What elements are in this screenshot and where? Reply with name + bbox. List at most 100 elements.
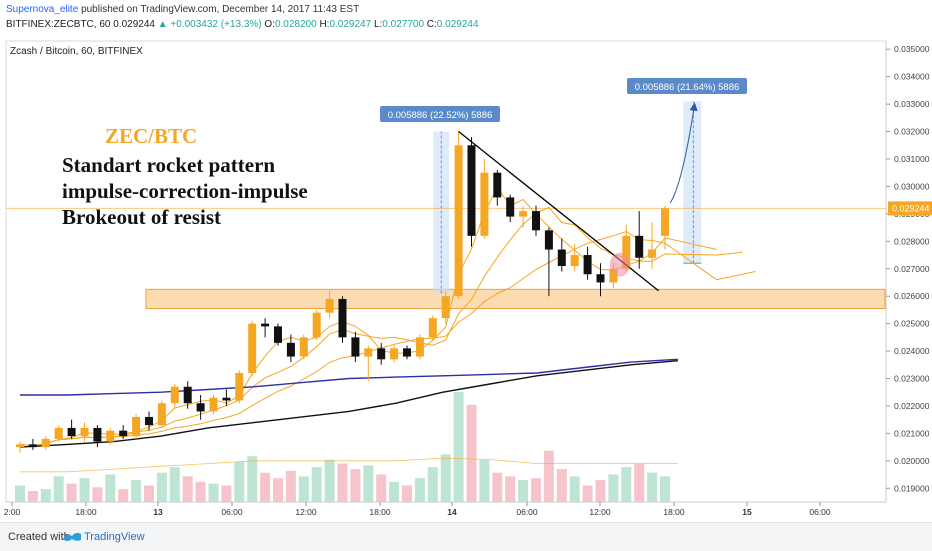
close-label: C: [426,19,437,30]
measure-label-right-bg [627,78,747,94]
published-text: published on TradingView.com, December 1… [81,4,360,15]
author-link[interactable]: Supernova_elite [6,4,79,15]
annotation-line-1: Standart rocket pattern [62,153,275,177]
y-tick-label: 0.035000 [894,44,930,54]
ma-200-line [20,358,678,396]
volume-bar [15,485,25,502]
candle-body [106,430,115,442]
volume-bar [621,467,632,502]
measure-box-right [683,101,702,264]
high-label: H: [319,19,330,30]
volume-bar [427,467,438,502]
y-tick-label: 0.026000 [894,291,930,301]
measure-label-left: 0.005886 (22.52%) 5886 [388,110,493,121]
chart-area[interactable]: 0.005886 (22.52%) 5886 0.005886 (21.64%)… [0,36,932,520]
candle-body [506,197,515,217]
y-tick-label: 0.031000 [894,154,930,164]
y-axis[interactable]: 0.035000 0.034000 0.033000 0.032000 0.031000… [885,41,930,502]
candle-body [93,427,102,442]
volume-bar [363,465,374,502]
ma-fast-line [19,186,717,447]
breakout-marker [609,252,630,277]
candle-body [377,348,386,360]
footer: Created with TradingView [0,522,932,551]
candle-body [648,249,657,258]
volume-bar [53,476,64,502]
volume-bar [40,489,51,502]
last-price: 0.029244 [113,19,155,30]
candle-body [415,337,424,357]
x-tick-label: 13 [153,507,163,517]
volume-bar [66,483,77,502]
volume-bar [79,478,90,502]
candle-body [261,323,270,327]
candle-body [480,172,489,236]
candle-body [428,318,437,338]
volume-bar [595,480,606,502]
volume-bar [221,485,232,502]
projection-arrow [669,104,696,204]
y-tick-label: 0.023000 [894,374,930,384]
volume-bar [311,467,322,502]
volume-bar [402,485,412,502]
volume-bar [647,472,658,502]
volume-bar [531,478,541,502]
x-tick-label: 06:00 [516,507,538,517]
tradingview-brand-link[interactable]: TradingView [84,531,145,543]
volume-bar [324,459,335,502]
volume-bar [414,478,425,502]
candle-body [132,416,141,437]
x-axis[interactable]: 2:00 18:00 13 06:00 12:00 18:00 14 06:00 12:00 18… [4,501,886,517]
annotation-line-3: Brokeout of resist [62,205,221,229]
candle-body [80,427,89,437]
volume-bar [27,491,38,502]
volume-bar [518,480,529,502]
chart-header: Supernova_elite published on TradingView… [0,0,932,36]
volume-bar [247,456,258,502]
candle-body [390,348,399,360]
measure-left: 0.005886 (22.52%) 5886 [380,106,500,294]
candle-body [67,427,76,437]
y-tick-label: 0.032000 [894,127,930,137]
volume-bar [543,450,554,502]
candle-body [16,444,24,448]
candle-body [248,323,257,374]
candle-body [622,235,631,269]
volume-bar [195,481,206,502]
volume-bar [479,459,490,502]
candle-body [28,444,37,448]
volume-bar [273,478,283,502]
close-value: 0.029244 [436,19,479,30]
open-value: 0.028200 [274,19,317,30]
volume-bar [298,476,309,502]
low-label: L: [373,19,383,30]
resistance-zone [145,288,886,310]
candle-body [519,211,528,217]
y-tick-label: 0.028000 [894,236,930,246]
ma-100-line [19,360,678,448]
y-tick-label: 0.025000 [894,319,930,329]
candle-body [299,337,308,357]
volume-bar [350,469,361,502]
volume-bar [144,485,154,502]
candles [16,131,669,453]
candle-body [661,208,669,236]
price-chart[interactable]: 0.005886 (22.52%) 5886 0.005886 (21.64%)… [0,36,932,520]
candle-body [454,145,463,297]
x-tick-label: 06:00 [221,507,243,517]
candle-body [157,403,166,426]
volume-bar [105,474,116,502]
x-tick-label: 18:00 [663,507,685,517]
volume-bar [440,454,451,502]
volume-bar [337,463,348,502]
volume-bar [376,474,387,502]
y-tick-label: 0.024000 [894,346,930,356]
volume-bar [556,469,567,502]
y-tick-label: 0.027000 [894,264,930,274]
volume-bar [118,489,129,502]
high-value: 0.029247 [329,19,372,30]
volume-bar [92,487,103,502]
volume-bar [285,470,296,502]
publish-info: Supernova_elite published on TradingView… [6,3,359,16]
volume-bar [389,481,400,502]
